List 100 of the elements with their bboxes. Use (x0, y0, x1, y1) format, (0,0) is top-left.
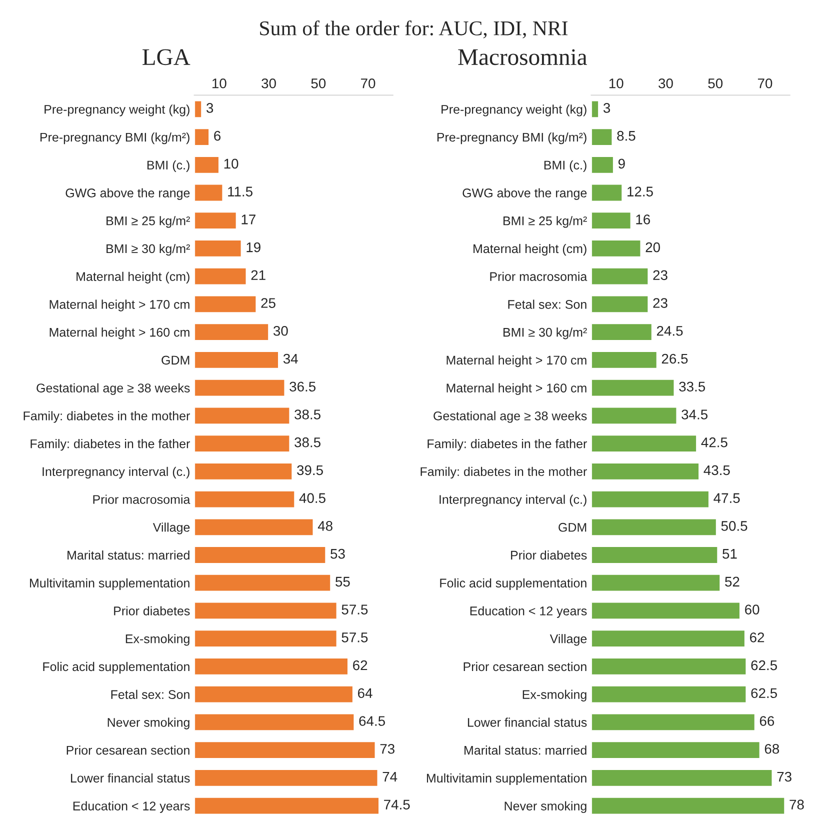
y-tick-label: Multivitamin supplementation (30, 578, 190, 590)
data-label: 47.5 (714, 493, 740, 503)
y-tick-label: Maternal height > 160 cm (50, 328, 190, 340)
y-tick-label: Pre-pregnancy BMI (kg/m²) (40, 132, 190, 144)
y-tick-label: Family: diabetes in the father (428, 439, 587, 451)
bar (591, 267, 650, 286)
data-label: 57.5 (342, 632, 368, 642)
bar (194, 350, 280, 370)
bar (591, 350, 658, 370)
bar (194, 796, 380, 816)
bar (591, 601, 741, 620)
bar (194, 462, 294, 481)
x-tick-label: 10 (609, 78, 624, 88)
chart-title: LGA (142, 49, 190, 66)
data-label: 10 (224, 158, 238, 169)
bar (194, 574, 332, 592)
bar (194, 712, 356, 732)
y-tick-label: Prior cesarean section (464, 662, 586, 672)
y-tick-label: Prior macrosomia (93, 494, 190, 504)
y-tick-label: BMI ≥ 30 kg/m² (504, 328, 587, 340)
data-label: 17 (242, 214, 256, 224)
data-label: 24.5 (656, 326, 683, 336)
data-label: 40.5 (299, 493, 326, 503)
y-tick-label: Pre-pregnancy weight (kg) (44, 104, 190, 116)
bar (591, 156, 614, 174)
data-label: 6 (214, 130, 221, 141)
data-label: 8.5 (617, 130, 636, 141)
bar (591, 294, 650, 314)
x-tick-label: 10 (212, 78, 226, 88)
data-label: 34 (283, 354, 298, 364)
bar (194, 128, 210, 146)
data-label: 73 (380, 744, 394, 754)
y-tick-label: Family: diabetes in the mother (420, 466, 587, 479)
bar (194, 239, 242, 258)
data-label: 42.5 (701, 437, 728, 448)
chart-title: Macrosomnia (458, 49, 588, 66)
y-tick-label: Maternal height (cm) (76, 272, 190, 284)
data-label: 53 (330, 548, 345, 559)
y-tick-label: Ex-smoking (522, 690, 586, 702)
y-tick-label: Interpregnancy interval (c.) (440, 494, 586, 506)
data-label: 23 (653, 298, 668, 308)
y-tick-label: Prior diabetes (511, 550, 587, 560)
bar (194, 490, 296, 509)
bar (194, 768, 379, 788)
y-tick-label: Maternal height (cm) (474, 244, 586, 256)
data-label: 38.5 (294, 410, 320, 420)
x-tick-label: 50 (708, 78, 723, 88)
y-tick-label: BMI (c.) (147, 160, 190, 172)
data-label: 20 (646, 242, 660, 252)
x-tick-label: 70 (361, 78, 376, 88)
data-label: 78 (790, 800, 804, 810)
y-tick-label: Never smoking (108, 718, 190, 730)
data-label: 62.5 (751, 688, 777, 698)
y-tick-label: GWG above the range (462, 188, 587, 200)
bar (194, 546, 327, 564)
bar (591, 518, 718, 536)
data-label: 74.5 (384, 800, 410, 810)
bar (194, 211, 238, 230)
y-tick-label: GDM (558, 522, 586, 532)
bar (591, 657, 748, 676)
data-label: 34.5 (682, 410, 708, 420)
data-label: 43.5 (704, 465, 730, 476)
data-label: 3 (603, 103, 610, 113)
y-tick-label: Maternal height > 170 cm (446, 355, 586, 368)
bar (591, 546, 719, 564)
data-label: 51 (722, 549, 737, 559)
data-label: 25 (261, 298, 276, 308)
y-tick-label: Gestational age ≥ 38 weeks (36, 383, 190, 395)
bar (591, 211, 632, 230)
data-label: 26.5 (662, 354, 688, 364)
x-tick-label: 30 (262, 78, 276, 88)
bar (591, 574, 722, 592)
y-tick-label: Prior cesarean section (66, 746, 190, 755)
data-label: 60 (745, 604, 760, 614)
bar (194, 601, 338, 620)
data-label: 62 (353, 660, 368, 670)
data-label: 33.5 (679, 382, 706, 392)
text: Sum of the order for: AUC, IDI, NRI (260, 20, 568, 38)
y-tick-label: Folic acid supplementation (440, 578, 586, 590)
data-label: 62 (750, 632, 764, 642)
y-tick-label: BMI ≥ 25 kg/m² (504, 216, 587, 228)
y-tick-label: Prior diabetes (114, 606, 190, 616)
data-label: 50.5 (721, 521, 748, 531)
bar (591, 712, 756, 732)
bar (194, 156, 220, 174)
data-label: 23 (653, 270, 668, 280)
x-tick-label: 50 (311, 78, 326, 88)
bar (591, 796, 786, 816)
bar (194, 629, 338, 648)
bar (194, 294, 258, 314)
bar (591, 684, 748, 704)
y-tick-label: BMI (c.) (544, 160, 586, 172)
data-label: 64 (358, 688, 372, 698)
bar (591, 490, 710, 509)
bar (591, 740, 761, 760)
y-tick-label: Multivitamin supplementation (426, 773, 586, 786)
bar (194, 518, 314, 536)
bar (194, 406, 291, 426)
data-label: 38.5 (294, 437, 320, 448)
y-tick-label: GDM (162, 356, 190, 365)
